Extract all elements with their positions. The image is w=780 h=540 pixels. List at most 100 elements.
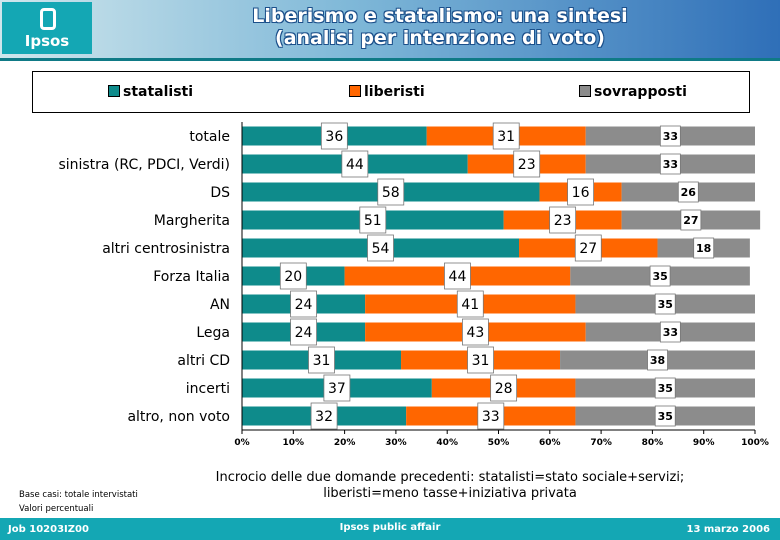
data-label-liberisti-forza-italia: 44 [449, 269, 467, 285]
logo-text: Ipsos [24, 32, 70, 50]
x-tick-label-6: 60% [539, 438, 561, 448]
page-title: Liberismo e statalismo: una sintesi (ana… [200, 5, 680, 49]
data-label-box-statalisti-altri-cd [308, 346, 335, 374]
category-label-lega: Lega [196, 325, 230, 341]
note-line-2: liberisti=meno tasse+iniziativa privata [323, 486, 577, 501]
base-info: Base casi: totale intervistati Valori pe… [19, 488, 138, 516]
data-label-box-statalisti-forza-italia [279, 262, 307, 290]
values-unit: Valori percentuali [19, 504, 94, 514]
data-label-box-sovrapposti-altro-non-voto [654, 405, 676, 427]
footer-date: 13 marzo 2006 [686, 524, 770, 535]
data-label-box-liberisti-altri-cd [467, 346, 494, 374]
data-label-liberisti-lega: 43 [467, 325, 485, 341]
legend-label-liberisti: liberisti [364, 84, 425, 100]
data-label-sovrapposti-altri-centrosinistra: 18 [696, 242, 711, 255]
x-tick-label-9: 90% [693, 438, 715, 448]
ipsos-logo: Ipsos [2, 2, 92, 54]
data-label-liberisti-margherita: 23 [554, 213, 572, 229]
data-label-sovrapposti-ds: 26 [681, 186, 697, 199]
data-label-box-statalisti-altri-centrosinistra [367, 234, 394, 262]
data-label-box-sovrapposti-forza-italia [649, 265, 671, 287]
data-label-sovrapposti-lega: 33 [663, 326, 678, 339]
data-label-statalisti-incerti: 37 [328, 381, 346, 397]
header-divider [0, 58, 780, 61]
data-label-liberisti-ds: 16 [572, 185, 590, 201]
data-label-sovrapposti-altri-cd: 38 [650, 354, 665, 367]
data-label-box-liberisti-incerti [490, 374, 518, 402]
data-label-box-liberisti-margherita [549, 206, 577, 234]
ipsos-logo-icon [40, 8, 56, 30]
data-label-statalisti-sinistra-rc-pdci-verdi: 44 [346, 157, 364, 173]
x-tick-label-7: 70% [590, 438, 612, 448]
data-label-statalisti-altro-non-voto: 32 [315, 409, 333, 425]
data-label-liberisti-incerti: 28 [495, 381, 513, 397]
title-line-2: (analisi per intenzione di voto) [275, 27, 605, 49]
category-label-margherita: Margherita [154, 213, 230, 229]
data-label-box-liberisti-altro-non-voto [477, 402, 505, 430]
stacked-bar-chart: totale 36 31 33 sinistra (RC, PDCI, Verdi) 44… [58, 122, 769, 448]
data-label-liberisti-altri-cd: 31 [472, 353, 490, 369]
data-label-box-statalisti-incerti [323, 374, 351, 402]
data-label-box-sovrapposti-altri-cd [647, 349, 668, 371]
data-label-box-liberisti-lega [462, 318, 489, 346]
note-line-1: Incrocio delle due domande precedenti: s… [215, 470, 685, 485]
category-label-incerti: incerti [186, 381, 230, 397]
footer-job: Job 10203IZ00 [8, 524, 89, 535]
data-label-sovrapposti-altro-non-voto: 35 [658, 410, 673, 423]
legend-swatch-liberisti [349, 85, 361, 97]
data-label-sovrapposti-margherita: 27 [683, 214, 698, 227]
data-label-statalisti-ds: 58 [382, 185, 400, 201]
data-label-liberisti-an: 41 [461, 297, 479, 313]
category-label-altri-centrosinistra: altri centrosinistra [102, 241, 230, 257]
data-label-liberisti-sinistra-rc-pdci-verdi: 23 [518, 157, 536, 173]
data-label-statalisti-margherita: 51 [364, 213, 382, 229]
legend-label-statalisti: statalisti [123, 84, 194, 100]
data-label-sovrapposti-sinistra-rc-pdci-verdi: 33 [663, 158, 678, 171]
data-label-sovrapposti-incerti: 35 [658, 382, 673, 395]
x-tick-label-0: 0% [234, 438, 249, 448]
data-label-liberisti-altri-centrosinistra: 27 [579, 241, 597, 257]
x-tick-label-4: 40% [436, 438, 458, 448]
data-label-box-statalisti-totale [320, 122, 348, 150]
x-tick-label-5: 50% [488, 438, 510, 448]
legend-swatch-statalisti [108, 85, 120, 97]
legend-label-sovrapposti: sovrapposti [594, 84, 687, 100]
category-label-sinistra-rc-pdci-verdi: sinistra (RC, PDCI, Verdi) [58, 157, 230, 173]
legend-item-statalisti: statalisti [108, 84, 193, 100]
x-tick-label-10: 100% [741, 438, 769, 448]
data-label-box-sovrapposti-sinistra-rc-pdci-verdi [659, 153, 681, 175]
data-label-box-statalisti-ds [377, 178, 405, 206]
data-label-statalisti-an: 24 [295, 297, 313, 313]
data-label-statalisti-altri-cd: 31 [313, 353, 331, 369]
data-label-box-sovrapposti-ds [677, 181, 699, 203]
data-label-statalisti-altri-centrosinistra: 54 [372, 241, 390, 257]
data-label-box-liberisti-forza-italia [444, 262, 471, 290]
data-label-liberisti-altro-non-voto: 33 [482, 409, 500, 425]
data-label-box-liberisti-sinistra-rc-pdci-verdi [513, 150, 541, 178]
data-label-sovrapposti-forza-italia: 35 [652, 270, 667, 283]
data-label-box-statalisti-margherita [359, 206, 387, 234]
data-label-sovrapposti-totale: 33 [663, 130, 678, 143]
chart-legend: statalisti liberisti sovrapposti [32, 71, 750, 113]
header-bar [0, 0, 780, 58]
category-label-ds: DS [210, 185, 230, 201]
legend-item-liberisti: liberisti [349, 84, 425, 100]
x-tick-label-1: 10% [283, 438, 305, 448]
x-tick-label-8: 80% [642, 438, 664, 448]
category-label-altro-non-voto: altro, non voto [127, 409, 230, 425]
data-label-box-statalisti-lega [290, 318, 317, 346]
data-label-box-liberisti-totale [492, 122, 520, 150]
category-label-an: AN [210, 297, 230, 313]
data-label-statalisti-totale: 36 [325, 129, 343, 145]
data-label-box-liberisti-an [456, 290, 484, 318]
x-tick-label-2: 20% [334, 438, 356, 448]
data-label-box-statalisti-sinistra-rc-pdci-verdi [341, 150, 369, 178]
category-label-altri-cd: altri CD [177, 353, 230, 369]
footer-center: Ipsos public affair [339, 522, 441, 533]
data-label-box-sovrapposti-margherita [680, 209, 702, 231]
chart-note: Incrocio delle due domande precedenti: s… [170, 470, 730, 502]
data-label-box-statalisti-an [290, 290, 317, 318]
data-label-box-liberisti-ds [567, 178, 594, 206]
data-label-box-liberisti-altri-centrosinistra [574, 234, 602, 262]
legend-swatch-sovrapposti [579, 85, 591, 97]
